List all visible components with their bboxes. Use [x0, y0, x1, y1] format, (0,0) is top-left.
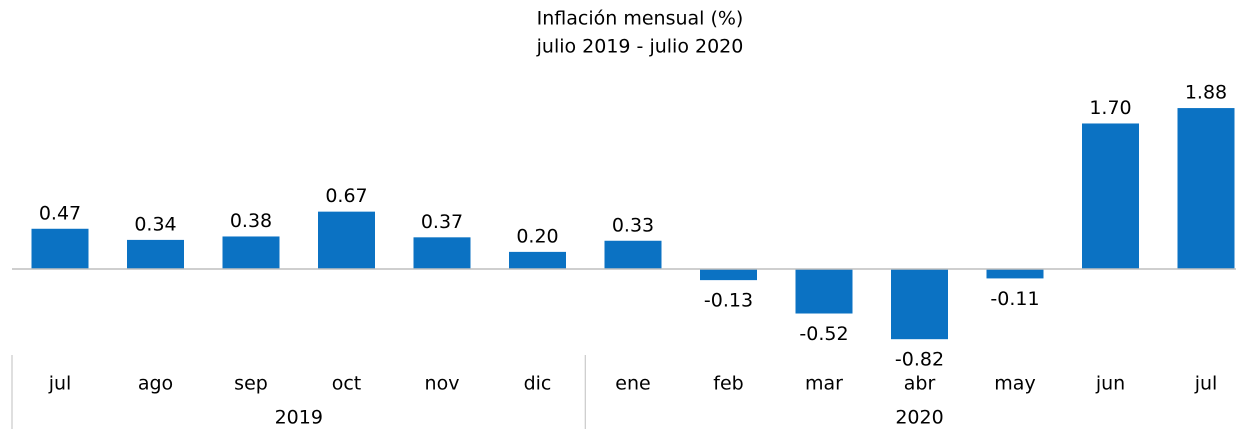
- data-label: -0.13: [704, 290, 753, 312]
- group-label: 2020: [895, 407, 943, 429]
- data-label: 0.37: [421, 211, 463, 233]
- bar: [1177, 108, 1235, 270]
- x-tick-label: jul: [48, 373, 72, 395]
- bar: [1082, 123, 1139, 269]
- bar: [222, 236, 280, 269]
- x-tick-label: may: [994, 373, 1035, 395]
- chart-subtitle: julio 2019 - julio 2020: [536, 36, 744, 58]
- data-label: 0.38: [230, 210, 272, 232]
- group-label: 2019: [275, 407, 323, 429]
- data-label: 0.47: [39, 202, 81, 224]
- data-label: -0.82: [895, 349, 944, 371]
- bar: [318, 211, 375, 269]
- chart-title: Inflación mensual (%): [537, 8, 744, 30]
- x-tick-label: oct: [332, 373, 362, 395]
- bar: [795, 269, 853, 314]
- x-tick-label: jun: [1095, 373, 1125, 395]
- bar: [31, 228, 89, 269]
- data-label: -0.11: [990, 288, 1039, 310]
- bar: [700, 269, 757, 281]
- bar: [891, 269, 948, 340]
- data-label: 1.88: [1185, 82, 1227, 104]
- bar: [413, 237, 471, 269]
- x-tick-label: abr: [904, 373, 936, 395]
- bar: [986, 269, 1044, 279]
- data-label: 0.33: [612, 214, 654, 236]
- data-label: 0.34: [134, 213, 176, 235]
- bar: [127, 239, 184, 269]
- x-tick-label: ago: [138, 373, 173, 395]
- x-tick-label: feb: [713, 373, 743, 395]
- data-label: -0.52: [799, 323, 848, 345]
- x-tick-label: nov: [425, 373, 460, 395]
- x-tick-label: sep: [234, 373, 268, 395]
- x-tick-label: mar: [805, 373, 843, 395]
- data-label: 1.70: [1089, 97, 1131, 119]
- bar: [509, 251, 566, 269]
- bar: [604, 240, 662, 269]
- x-tick-label: dic: [524, 373, 552, 395]
- x-tick-label: ene: [615, 373, 650, 395]
- x-tick-label: jul: [1194, 373, 1218, 395]
- data-label: 0.20: [516, 225, 558, 247]
- data-label: 0.67: [325, 185, 367, 207]
